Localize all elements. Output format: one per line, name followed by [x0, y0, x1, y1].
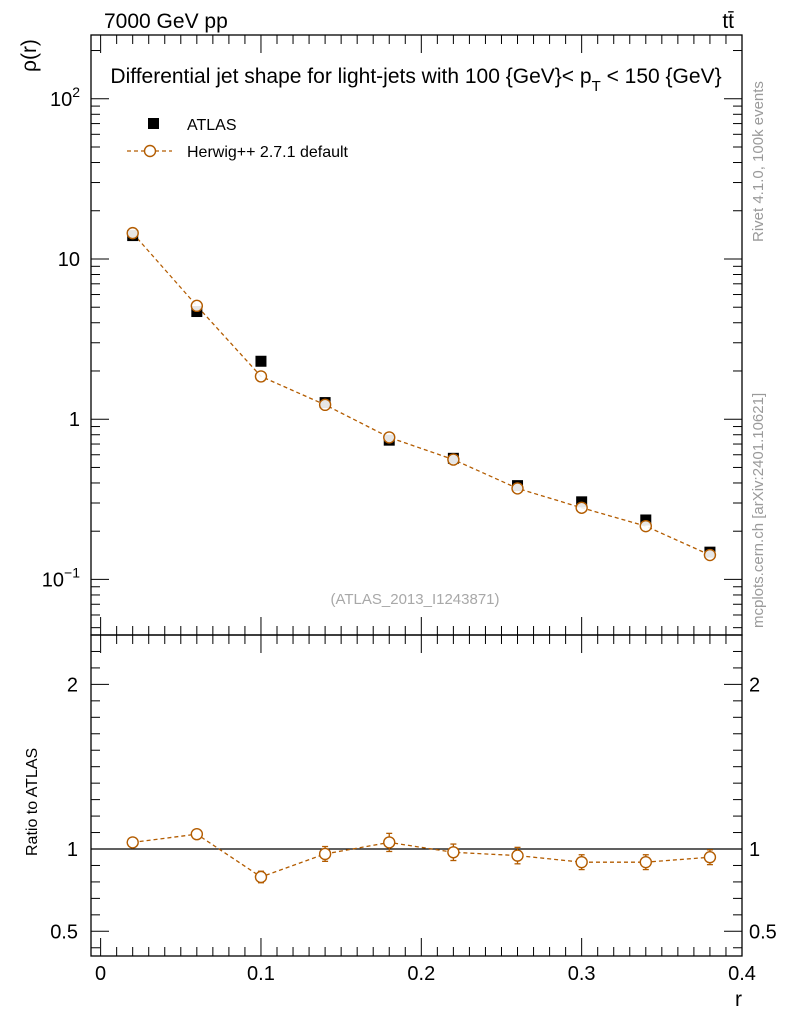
energy-label: 7000 GeV pp [104, 10, 228, 33]
mc-data-point [126, 226, 139, 240]
mc-data-point [447, 453, 460, 466]
y-tick-label: 102 [50, 84, 80, 111]
legend: ATLAS Herwig++ 2.7.1 default [127, 117, 349, 161]
x-tick-label: 0.2 [407, 963, 435, 985]
ratio-data-point [126, 836, 139, 849]
ratio-tick-label-left: 2 [67, 674, 78, 696]
ratio-tick-label-right: 1 [749, 839, 760, 861]
x-tick-label: 0.4 [728, 963, 756, 985]
atlas-data-point [255, 355, 267, 367]
ratio-tick-label-right: 0.5 [749, 921, 777, 943]
mcplots-label: mcplots.cern.ch [arXiv:2401.10621] [750, 393, 767, 628]
legend-marker-herwig [143, 144, 157, 158]
x-tick-label: 0 [95, 963, 106, 985]
x-tick-label: 0.1 [247, 963, 275, 985]
ratio-data-point [318, 847, 332, 861]
legend-marker-atlas [148, 118, 159, 129]
ratio-data-point [254, 870, 268, 884]
mc-data-point [318, 398, 332, 412]
ratio-tick-label-right: 2 [749, 674, 760, 696]
ratio-axis-title: Ratio to ATLAS [24, 748, 41, 856]
ratio-data-point [383, 836, 396, 849]
y-axis-title: ρ(r) [18, 39, 41, 72]
x-tick-label: 0.3 [568, 963, 596, 985]
mc-data-point [254, 370, 268, 383]
mc-data-point [511, 482, 524, 495]
legend-label-herwig: Herwig++ 2.7.1 default [187, 144, 349, 161]
ratio-data-point [511, 849, 524, 862]
mc-data-point [703, 548, 717, 562]
mc-data-point [639, 519, 652, 533]
rivet-label: Rivet 4.1.0, 100k events [750, 81, 767, 242]
ratio-data-point [447, 846, 460, 859]
ratio-data-point [190, 827, 204, 841]
ratio-tick-label-left: 1 [67, 839, 78, 861]
ratio-data-point [639, 855, 652, 869]
mc-data-point [575, 501, 588, 514]
ratio-data-point [703, 851, 717, 864]
ratio-data-point [575, 855, 588, 869]
x-axis-title: r [735, 988, 742, 1011]
plot-title: Differential jet shape for light-jets wi… [110, 65, 721, 95]
process-label: tt̄ [722, 10, 734, 33]
y-tick-label: 1 [69, 409, 80, 431]
mc-series-line [132, 232, 711, 556]
y-tick-label: 10−1 [42, 564, 80, 591]
ratio-series-line [132, 833, 710, 878]
legend-label-atlas: ATLAS [187, 117, 237, 134]
analysis-tag: (ATLAS_2013_I1243871) [330, 591, 499, 608]
mc-data-point [383, 431, 396, 444]
y-tick-label: 10 [58, 249, 80, 271]
mc-data-point [190, 299, 204, 313]
ratio-tick-label-left: 0.5 [50, 921, 78, 943]
ratio-plot-frame [90, 634, 743, 957]
